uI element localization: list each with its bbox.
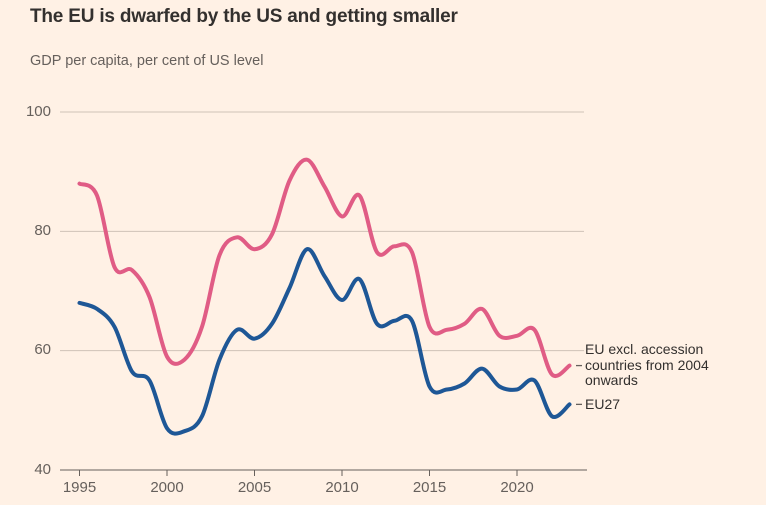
x-axis-tick-label-2000: 2000 xyxy=(150,479,184,496)
y-axis-tick-label-100: 100 xyxy=(25,102,51,120)
series-label-eu27: EU27 xyxy=(585,395,735,413)
series-label-line: onwards xyxy=(585,372,638,389)
chart-title: The EU is dwarfed by the US and getting … xyxy=(30,6,458,27)
series-label-line: EU27 xyxy=(585,395,621,412)
y-axis-tick-label-60: 60 xyxy=(34,341,51,359)
chart-subtitle: GDP per capita, per cent of US level xyxy=(30,53,264,69)
series-line-eu27 xyxy=(77,247,572,436)
x-axis-tick-label-1995: 1995 xyxy=(62,479,97,496)
series-label-eu-excl-accession: EU excl. accession countries from 2004 onw… xyxy=(585,342,735,389)
x-axis-tick-label-2020: 2020 xyxy=(500,479,534,496)
x-axis-tick-label-2010: 2010 xyxy=(325,479,359,496)
series-label-line: EU excl. accession xyxy=(585,341,704,358)
x-axis-tick-label-2005: 2005 xyxy=(237,479,272,496)
y-axis-tick-label-80: 80 xyxy=(34,221,51,239)
y-axis-tick-label-40: 40 xyxy=(34,460,51,478)
series-line-eu-excl-accession xyxy=(77,157,572,378)
series-label-line: countries from 2004 xyxy=(585,356,709,373)
x-axis-tick-label-2015: 2015 xyxy=(412,479,447,496)
